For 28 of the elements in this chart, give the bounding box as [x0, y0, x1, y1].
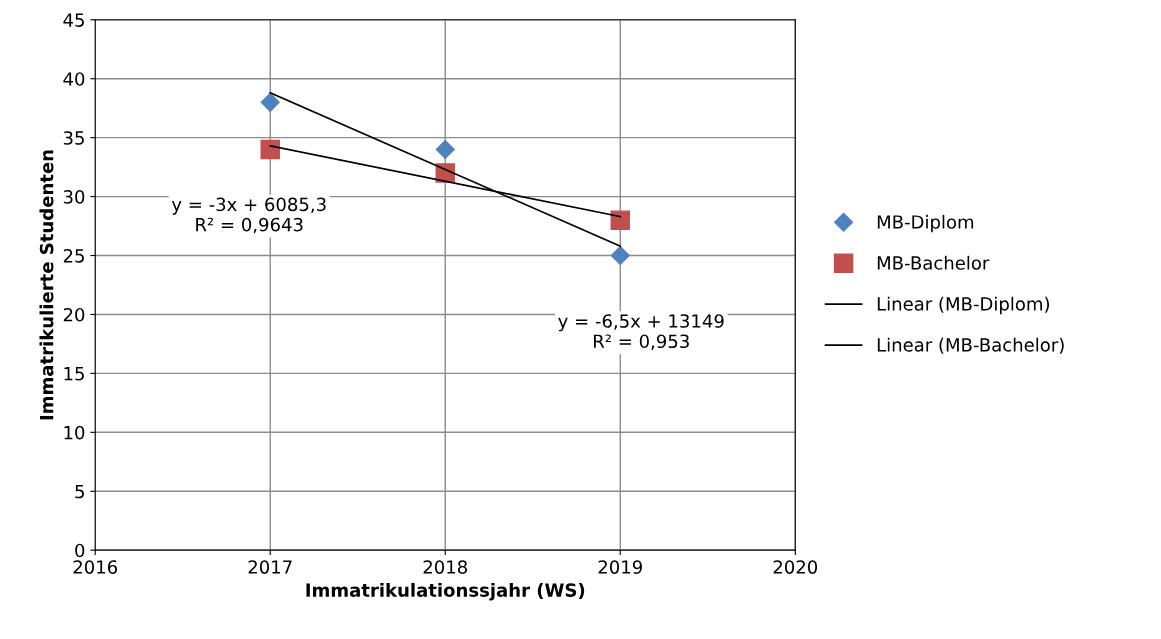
annotation: y = -3x + 6085,3 R² = 0,9643	[171, 197, 326, 234]
annotation: y = -6,5x + 13149 R² = 0,953	[558, 314, 724, 350]
x-tick-label: 2016	[73, 560, 118, 574]
y-axis-title: Immatrikulierte Studenten	[39, 150, 54, 420]
x-tick-label: 2020	[773, 560, 818, 574]
legend-label: Linear (MB-Diplom)	[877, 296, 1049, 315]
point	[610, 245, 630, 266]
y-tick-label: 10	[64, 425, 85, 440]
y-tick-label: 5	[75, 484, 84, 499]
legend-label: Linear (MB-Bachelor)	[877, 337, 1064, 354]
point	[435, 139, 455, 159]
point	[260, 92, 280, 112]
y-tick-label: 30	[63, 190, 85, 204]
point	[610, 210, 630, 230]
point	[260, 139, 280, 160]
x-tick-label: 2017	[248, 560, 292, 574]
y-tick-label: 15	[64, 367, 84, 381]
x-tick-label: 2018	[423, 560, 467, 574]
y-tick-label: 35	[63, 131, 84, 145]
y-tick-label: 45	[63, 13, 84, 27]
y-tick-label: 40	[63, 72, 85, 86]
y-tick-label: 25	[63, 248, 84, 263]
x-tick-label: 2019	[598, 560, 642, 574]
legend-label: MB-Bachelor	[877, 255, 990, 270]
y-tick-label: 0	[75, 543, 85, 558]
x-axis-title: Immatrikulationssjahr (WS)	[306, 582, 585, 601]
y-tick-label: 20	[63, 307, 85, 322]
legend-label: MB-Diplom	[877, 214, 974, 233]
